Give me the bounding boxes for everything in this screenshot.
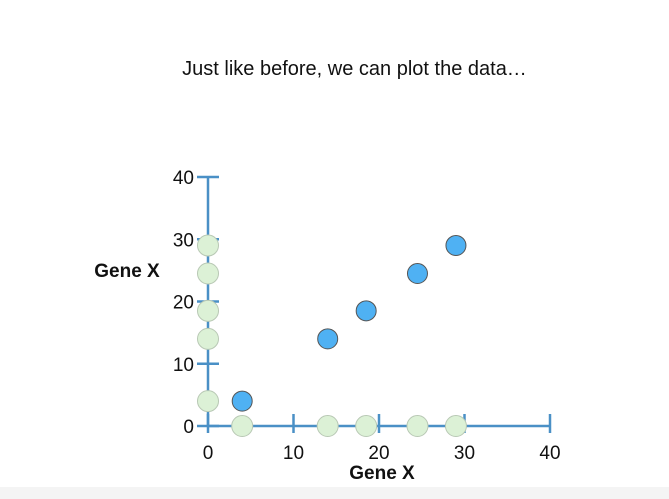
slide-caption: Just like before, we can plot the data… bbox=[182, 58, 527, 80]
projection-point bbox=[197, 234, 219, 257]
y-tick-label: 0 bbox=[183, 417, 194, 438]
x-tick-label: 10 bbox=[283, 443, 304, 464]
data-points bbox=[197, 234, 467, 437]
projection-point bbox=[316, 415, 339, 437]
y-tick-label: 10 bbox=[173, 355, 194, 376]
tick-labels: 0 10 20 30 40 0 10 20 30 40 bbox=[173, 168, 561, 464]
projection-point bbox=[197, 327, 219, 350]
projection-point bbox=[197, 262, 219, 285]
projection-point bbox=[197, 299, 219, 322]
projection-point bbox=[406, 415, 429, 437]
y-tick-label: 40 bbox=[173, 168, 194, 189]
x-tick-label: 20 bbox=[368, 443, 389, 464]
data-point bbox=[445, 234, 467, 256]
projection-point bbox=[231, 415, 254, 437]
projection-point bbox=[444, 415, 467, 437]
x-tick-label: 40 bbox=[539, 443, 560, 464]
data-point bbox=[231, 390, 253, 412]
data-point bbox=[406, 262, 428, 284]
projection-point bbox=[355, 415, 378, 437]
data-point bbox=[355, 300, 377, 322]
y-tick-label: 30 bbox=[173, 230, 194, 251]
projection-point bbox=[197, 390, 219, 413]
x-tick-label: 30 bbox=[454, 443, 475, 464]
x-tick-label: 0 bbox=[203, 443, 214, 464]
y-axis-title: Gene X bbox=[94, 261, 160, 282]
x-axis-title: Gene X bbox=[349, 463, 415, 484]
data-point bbox=[317, 328, 339, 350]
bottom-strip bbox=[0, 487, 669, 499]
y-tick-label: 20 bbox=[173, 293, 194, 314]
